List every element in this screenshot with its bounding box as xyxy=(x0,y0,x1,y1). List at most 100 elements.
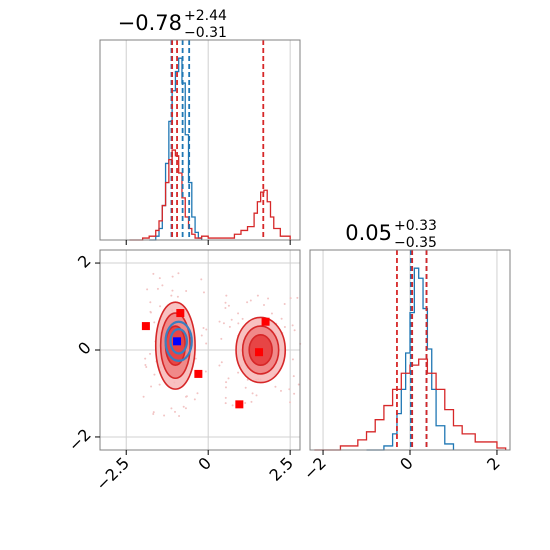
panel-title-plus: +0.33 xyxy=(394,218,437,234)
scatter-point xyxy=(220,337,223,340)
scatter-point xyxy=(204,370,207,373)
scatter-point xyxy=(174,410,177,413)
scatter-point xyxy=(241,317,244,320)
scatter-point xyxy=(205,328,208,331)
hist-panel-0 xyxy=(99,39,301,241)
scatter-point xyxy=(145,365,148,368)
y-tick-label: 2 xyxy=(74,251,95,272)
scatter-point xyxy=(225,381,228,384)
scatter-point xyxy=(237,322,240,325)
scatter-point xyxy=(230,318,233,321)
scatter-point xyxy=(220,361,223,364)
scatter-point xyxy=(270,312,273,315)
scatter-point xyxy=(244,402,247,405)
scatter-point xyxy=(152,413,155,416)
scatter-point xyxy=(292,375,295,378)
scatter-point xyxy=(274,385,277,388)
scatter-point xyxy=(249,299,252,302)
scatter-point xyxy=(194,357,197,360)
scatter-point xyxy=(156,287,159,290)
scatter-point xyxy=(185,290,188,293)
scatter-point xyxy=(150,385,153,388)
scatter-point xyxy=(297,383,300,386)
scatter-point xyxy=(152,411,155,414)
y-tick-label: −2 xyxy=(65,425,95,455)
panel-title-minus: −0.31 xyxy=(184,25,227,41)
red-marker xyxy=(235,400,244,409)
x-tick-label: 0 xyxy=(396,453,417,474)
scatter-point xyxy=(142,395,145,398)
scatter-point xyxy=(291,358,294,361)
red-marker xyxy=(194,369,203,378)
scatter-point xyxy=(250,400,253,403)
red-marker xyxy=(261,317,270,326)
scatter-point xyxy=(293,392,296,395)
scatter-point xyxy=(256,294,259,297)
scatter-point xyxy=(246,378,249,381)
scatter-point xyxy=(170,294,173,297)
hist-series-1 xyxy=(129,149,291,241)
scatter-point xyxy=(283,325,286,328)
blue-contour xyxy=(169,328,188,355)
scatter-point xyxy=(205,342,208,345)
blue-contour xyxy=(164,320,193,362)
red-marker xyxy=(176,309,185,318)
scatter-point xyxy=(251,392,254,395)
scatter-point xyxy=(144,357,147,360)
scatter-point xyxy=(283,303,286,306)
scatter-point xyxy=(149,311,152,314)
scatter-point xyxy=(184,407,187,410)
scatter-point xyxy=(231,404,234,407)
scatter-point xyxy=(152,272,155,275)
scatter-point xyxy=(225,294,228,297)
scatter-point xyxy=(291,324,294,327)
panel-frame xyxy=(99,39,301,241)
scatter-point xyxy=(224,301,227,304)
hist-series-0 xyxy=(366,267,455,451)
scatter-point xyxy=(200,334,203,337)
scatter-point xyxy=(177,272,180,275)
scatter-point xyxy=(193,398,196,401)
red-marker xyxy=(141,322,150,331)
scatter-point xyxy=(237,371,240,374)
scatter-point xyxy=(163,414,166,417)
scatter-point xyxy=(144,364,147,367)
panel-title-plus: +2.44 xyxy=(184,8,227,24)
scatter-point xyxy=(149,352,152,355)
scatter-point xyxy=(228,325,231,328)
scatter-point xyxy=(246,301,249,304)
scatter-point xyxy=(202,291,205,294)
scatter-point xyxy=(159,305,162,308)
scatter-point xyxy=(202,327,205,330)
panel-title-2: 0.05 xyxy=(345,221,392,245)
red-marker xyxy=(255,348,264,357)
scatter-point xyxy=(280,317,283,320)
scatter-point xyxy=(289,401,292,404)
scatter-point xyxy=(158,383,161,386)
scatter-point xyxy=(218,364,221,367)
panel-title-minus: −0.35 xyxy=(394,235,437,251)
scatter-point xyxy=(158,277,161,280)
scatter-point xyxy=(149,301,152,304)
scatter-point xyxy=(289,297,292,300)
x-tick-label: −2 xyxy=(300,453,330,483)
scatter-point xyxy=(171,289,174,292)
scatter-point xyxy=(279,389,282,392)
hist-series-1 xyxy=(314,358,507,451)
scatter-point xyxy=(293,329,296,332)
scatter-point xyxy=(178,415,181,418)
scatter-point xyxy=(224,386,227,389)
scatter-point xyxy=(224,402,227,405)
x-tick-label: 2 xyxy=(483,453,504,474)
scatter-point xyxy=(227,377,230,380)
x-tick-label: −2.5 xyxy=(92,453,133,494)
scatter-point xyxy=(161,284,164,287)
scatter-point xyxy=(200,278,203,281)
scatter-point xyxy=(288,388,291,391)
scatter-point xyxy=(218,320,221,323)
hist-panel-2 xyxy=(309,249,511,451)
scatter-point xyxy=(146,288,149,291)
scatter-point xyxy=(227,304,230,307)
scatter-point xyxy=(224,306,227,309)
